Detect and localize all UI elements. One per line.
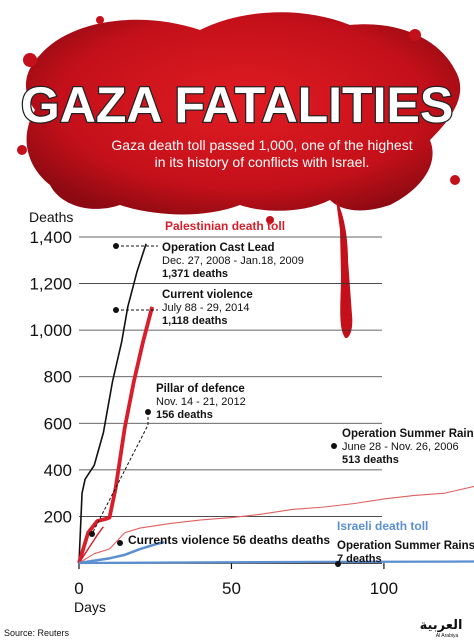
annotation-label-cast_lead: Dec. 27, 2008 - Jan.18, 2009 <box>162 255 304 267</box>
annotation-connector <box>91 412 149 535</box>
annotation-label-current: Current violence <box>162 289 253 301</box>
source-note: Source: Reuters <box>4 628 70 638</box>
series-line-israeli_current <box>78 540 165 565</box>
annotation-dot <box>117 540 123 546</box>
x-axis-title: Days <box>74 599 106 615</box>
annotation-label-pillar: Pillar of defence <box>156 383 245 395</box>
annotation-label-summer: June 28 - Nov. 26, 2006 <box>342 441 459 453</box>
annotation-label-cast_lead: 1,371 deaths <box>162 268 228 280</box>
annotation-dot <box>335 561 341 567</box>
series-line-pillar_of_defence <box>78 526 104 564</box>
annotation-label-current: July 88 - 29, 2014 <box>162 302 249 314</box>
al-arabiya-logo: العربية Al Arabiya <box>413 613 469 639</box>
series-line-current_violence <box>77 306 155 564</box>
logo-arabic: العربية <box>420 618 463 633</box>
legend-israeli: Israeli death toll <box>337 519 428 533</box>
annotation-label-summer: Operation Summer Rains <box>342 428 474 440</box>
annotation-label-current: 1,118 deaths <box>162 315 227 327</box>
y-tick-label: 1,400 <box>29 228 72 247</box>
y-tick-label: 400 <box>44 461 72 480</box>
annotation-label-israeli_summer: Operation Summer Rains <box>337 540 474 552</box>
annotation-label-israeli_summer: 7 deaths <box>337 553 382 565</box>
page-subtitle-line2: in its history of conflicts with Israel. <box>155 154 370 170</box>
annotation-dot <box>113 243 119 249</box>
y-tick-label: 800 <box>44 368 72 387</box>
annotation-label-cast_lead: Operation Cast Lead <box>162 242 274 254</box>
series-line-cast_lead <box>78 243 147 564</box>
annotation-label-israeli_current: Currents violence 56 deaths deaths <box>128 533 330 547</box>
x-tick-label: 50 <box>222 579 241 598</box>
series-line-summer_rains <box>78 485 474 564</box>
series-line-israeli_summer_rains <box>78 560 474 565</box>
y-tick-label: 600 <box>44 414 72 433</box>
y-tick-label: 1,200 <box>29 275 72 294</box>
annotation-label-summer: 513 deaths <box>342 454 399 466</box>
page-title: GAZA FATALITIES <box>21 77 453 133</box>
annotation-dot <box>89 531 95 537</box>
x-tick-label: 0 <box>74 579 83 598</box>
annotation-dot <box>331 443 337 449</box>
y-tick-label: 200 <box>44 507 72 526</box>
annotation-dot <box>145 409 151 415</box>
y-tick-label: 1,000 <box>29 321 72 340</box>
annotation-dot <box>113 307 119 313</box>
logo-latin: Al Arabiya <box>436 633 459 639</box>
annotation-label-pillar: Nov. 14 - 21, 2012 <box>156 396 246 408</box>
page-subtitle-line1: Gaza death toll passed 1,000, one of the… <box>111 137 412 153</box>
annotation-label-pillar: 156 deaths <box>156 409 213 421</box>
y-axis-title: Deaths <box>29 209 73 225</box>
legend-palestinian: Palestinian death toll <box>165 219 285 233</box>
x-tick-label: 100 <box>370 579 398 598</box>
